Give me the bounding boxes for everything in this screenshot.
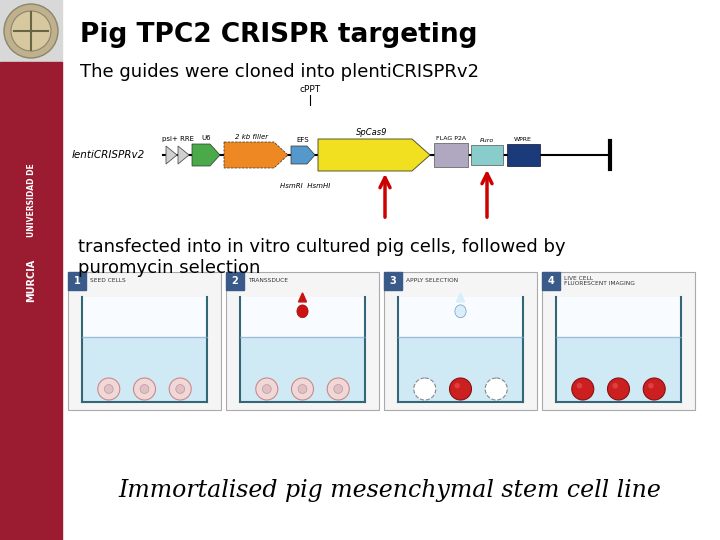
Bar xyxy=(68,272,86,290)
Circle shape xyxy=(577,383,582,388)
Text: 1: 1 xyxy=(73,276,81,286)
Polygon shape xyxy=(166,146,177,164)
Bar xyxy=(0,0,62,62)
Bar xyxy=(556,337,681,402)
Text: lentiCRISPRv2: lentiCRISPRv2 xyxy=(72,150,145,160)
Bar xyxy=(240,297,365,337)
Text: FLAG P2A: FLAG P2A xyxy=(436,136,466,141)
Text: 4: 4 xyxy=(548,276,554,286)
Circle shape xyxy=(648,383,654,388)
Bar xyxy=(542,272,695,410)
Circle shape xyxy=(176,384,184,394)
Text: The guides were cloned into plentiCRISPRv2: The guides were cloned into plentiCRISPR… xyxy=(80,63,479,81)
Text: psi+ RRE: psi+ RRE xyxy=(162,136,194,142)
Polygon shape xyxy=(297,305,308,318)
Circle shape xyxy=(104,384,113,394)
Bar xyxy=(226,272,244,290)
Text: Immortalised pig mesenchymal stem cell line: Immortalised pig mesenchymal stem cell l… xyxy=(119,478,662,502)
Text: transfected into in vitro cultured pig cells, followed by
puromycin selection: transfected into in vitro cultured pig c… xyxy=(78,238,566,277)
Text: TRANSSDUCE: TRANSSDUCE xyxy=(248,279,288,284)
Circle shape xyxy=(298,384,307,394)
Circle shape xyxy=(133,378,156,400)
Bar xyxy=(556,297,681,337)
Polygon shape xyxy=(318,139,430,171)
Bar xyxy=(398,337,523,402)
Circle shape xyxy=(334,384,343,394)
Text: APPLY SELECTION: APPLY SELECTION xyxy=(406,279,458,284)
Text: Pig TPC2 CRISPR targeting: Pig TPC2 CRISPR targeting xyxy=(80,22,477,48)
Circle shape xyxy=(262,384,271,394)
Text: LIVE CELL
FLUORESCENT IMAGING: LIVE CELL FLUORESCENT IMAGING xyxy=(564,275,635,286)
Text: UNIVERSIDAD DE: UNIVERSIDAD DE xyxy=(27,163,35,237)
Bar xyxy=(542,272,560,290)
Polygon shape xyxy=(224,142,288,168)
Circle shape xyxy=(414,378,436,400)
Bar xyxy=(398,297,523,337)
Text: WPRE: WPRE xyxy=(514,137,532,142)
Text: SpCas9: SpCas9 xyxy=(356,128,388,137)
Circle shape xyxy=(327,378,349,400)
Circle shape xyxy=(292,378,313,400)
Circle shape xyxy=(485,378,507,400)
Text: SEED CELLS: SEED CELLS xyxy=(90,279,126,284)
Bar xyxy=(0,62,62,540)
Bar xyxy=(82,337,207,402)
Bar xyxy=(384,272,537,410)
Circle shape xyxy=(4,4,58,58)
Circle shape xyxy=(449,378,472,400)
Circle shape xyxy=(98,378,120,400)
Circle shape xyxy=(256,378,278,400)
Bar xyxy=(226,272,379,410)
Polygon shape xyxy=(456,293,464,302)
Text: 3: 3 xyxy=(390,276,397,286)
Polygon shape xyxy=(471,145,503,165)
Circle shape xyxy=(643,378,665,400)
Circle shape xyxy=(140,384,149,394)
Polygon shape xyxy=(455,305,466,318)
Circle shape xyxy=(169,378,192,400)
Text: MURCIA: MURCIA xyxy=(26,258,36,302)
Polygon shape xyxy=(299,293,307,302)
Polygon shape xyxy=(291,146,315,164)
Circle shape xyxy=(613,383,618,388)
Text: 2: 2 xyxy=(232,276,238,286)
Bar xyxy=(384,272,402,290)
Circle shape xyxy=(11,11,51,51)
Polygon shape xyxy=(507,144,540,166)
Bar xyxy=(240,337,365,402)
Polygon shape xyxy=(192,144,220,166)
Text: HsmRI  HsmHI: HsmRI HsmHI xyxy=(280,183,330,189)
Polygon shape xyxy=(178,146,189,164)
Circle shape xyxy=(608,378,629,400)
Text: 2 kb filler: 2 kb filler xyxy=(235,134,269,140)
Bar xyxy=(68,272,221,410)
Circle shape xyxy=(572,378,594,400)
Text: cPPT: cPPT xyxy=(300,85,320,94)
Circle shape xyxy=(454,383,460,388)
Text: U6: U6 xyxy=(201,135,211,141)
Bar xyxy=(82,297,207,337)
Text: Puro: Puro xyxy=(480,138,494,143)
Polygon shape xyxy=(434,143,468,167)
Text: EFS: EFS xyxy=(297,137,310,143)
